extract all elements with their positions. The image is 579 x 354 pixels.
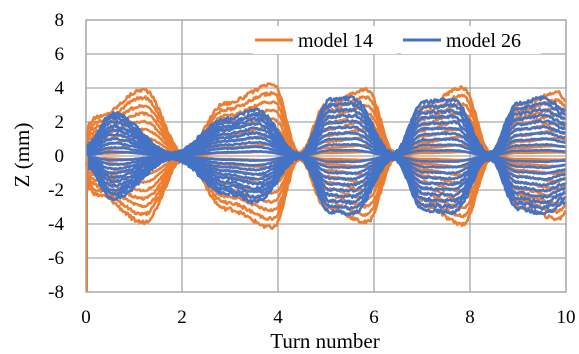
y-tick-label: 6 <box>55 44 65 65</box>
y-tick-label: 0 <box>55 146 65 167</box>
y-tick-label: -6 <box>48 248 64 269</box>
plot-area-border <box>85 19 567 293</box>
legend: model 14 model 26 <box>253 26 541 54</box>
y-tick-labels: 8 6 4 2 0 -2 -4 -6 -8 <box>48 10 64 303</box>
y-tick-label: 8 <box>55 10 65 31</box>
plot-series <box>84 82 568 292</box>
x-tick-label: 0 <box>81 307 91 328</box>
legend-label: model 14 <box>298 30 373 52</box>
y-tick-label: -4 <box>48 214 64 235</box>
y-tick-label: 2 <box>55 112 65 133</box>
x-tick-labels: 0 2 4 6 8 10 <box>81 307 575 328</box>
plot-frame <box>85 19 567 293</box>
series-line <box>85 154 567 164</box>
y-tick-label: 4 <box>55 78 65 99</box>
y-tick-label: -2 <box>48 180 64 201</box>
x-tick-label: 8 <box>465 307 475 328</box>
series-model-26 <box>84 95 568 217</box>
y-tick-label: -8 <box>48 282 64 303</box>
x-tick-label: 4 <box>273 307 283 328</box>
y-axis-label: Z (mm) <box>10 123 34 188</box>
legend-label: model 26 <box>446 30 521 52</box>
x-axis-label: Turn number <box>270 329 379 353</box>
x-tick-label: 6 <box>369 307 379 328</box>
x-tick-label: 10 <box>557 307 576 328</box>
x-tick-label: 2 <box>177 307 187 328</box>
